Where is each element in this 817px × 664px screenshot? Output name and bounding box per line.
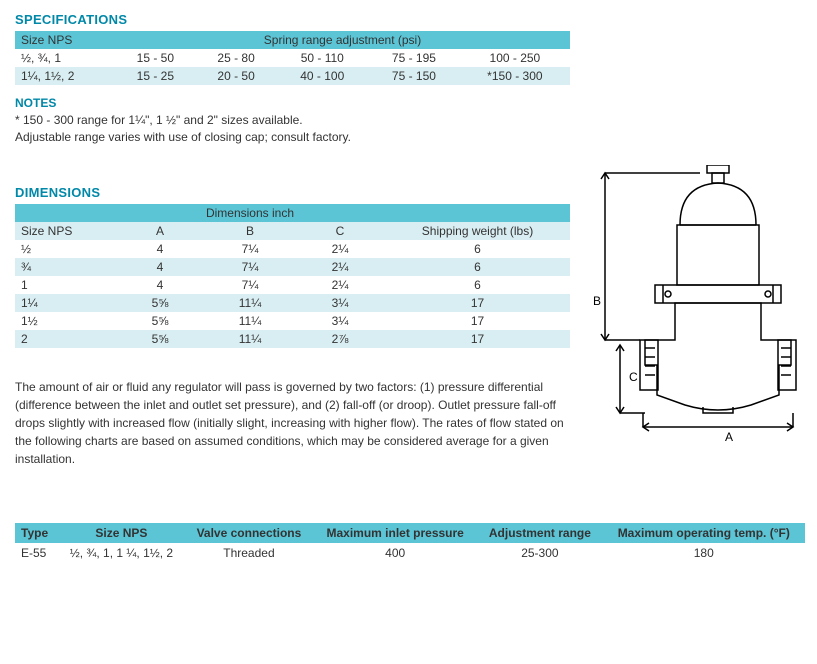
cell: 6	[385, 258, 570, 276]
cell: 1½	[15, 312, 115, 330]
cell: 25 - 80	[196, 49, 277, 67]
cell: 6	[385, 240, 570, 258]
cell: ¾	[15, 258, 115, 276]
cell: 20 - 50	[196, 67, 277, 85]
hdr-a: A	[115, 222, 205, 240]
dimensions-table: Dimensions inch Size NPS A B C Shipping …	[15, 204, 570, 348]
cell: 40 - 100	[276, 67, 368, 85]
cell: 7¼	[205, 258, 295, 276]
notes-section: NOTES * 150 - 300 range for 1¼", 1 ½" an…	[15, 95, 802, 145]
cell: 100 - 250	[460, 49, 570, 67]
cell: 17	[385, 294, 570, 312]
cell: 2	[15, 330, 115, 348]
dim-label-b: B	[593, 294, 601, 308]
cell: 15 - 25	[115, 67, 196, 85]
cell: 11¼	[205, 294, 295, 312]
blank	[15, 204, 115, 222]
cell: 75 - 150	[368, 67, 460, 85]
cell: 7¼	[205, 240, 295, 258]
regulator-diagram: B C A	[585, 165, 800, 445]
table-row: ½ 4 7¼ 2¼ 6	[15, 240, 570, 258]
dim-label-a: A	[725, 430, 733, 444]
cell: 6	[385, 276, 570, 294]
cell: 1	[15, 276, 115, 294]
hdr-dim: Dimensions inch	[115, 204, 385, 222]
cell: Threaded	[185, 543, 313, 563]
cell: 2¼	[295, 258, 385, 276]
cell: 400	[313, 543, 477, 563]
cell: 5⅝	[115, 294, 205, 312]
hdr-b: B	[205, 222, 295, 240]
note-line: * 150 - 300 range for 1¼", 1 ½" and 2" s…	[15, 112, 802, 129]
cell: 50 - 110	[276, 49, 368, 67]
hdr-size: Size NPS	[15, 222, 115, 240]
cell: 15 - 50	[115, 49, 196, 67]
table-row: 1½ 5⅝ 11¼ 3¼ 17	[15, 312, 570, 330]
col-adjust: Adjustment range	[477, 523, 602, 543]
specifications-title: SPECIFICATIONS	[15, 12, 802, 27]
cell: 25-300	[477, 543, 602, 563]
body-text: The amount of air or fluid any regulator…	[15, 378, 570, 468]
cell: 4	[115, 240, 205, 258]
cell: 3¼	[295, 294, 385, 312]
col-maxinlet: Maximum inlet pressure	[313, 523, 477, 543]
table-row: E-55 ½, ¾, 1, 1 ¼, 1½, 2 Threaded 400 25…	[15, 543, 805, 563]
notes-title: NOTES	[15, 95, 802, 112]
cell: 2¼	[295, 240, 385, 258]
cell: 1¼	[15, 294, 115, 312]
col-conn: Valve connections	[185, 523, 313, 543]
cell: 75 - 195	[368, 49, 460, 67]
table-row: ½, ¾, 1 15 - 50 25 - 80 50 - 110 75 - 19…	[15, 49, 570, 67]
cell: 2⅞	[295, 330, 385, 348]
cell: ½, ¾, 1, 1 ¼, 1½, 2	[58, 543, 185, 563]
cell: 3¼	[295, 312, 385, 330]
cell: 2¼	[295, 276, 385, 294]
note-line: Adjustable range varies with use of clos…	[15, 129, 802, 146]
cell: 4	[115, 276, 205, 294]
col-type: Type	[15, 523, 58, 543]
specifications-table: Size NPS Spring range adjustment (psi) ½…	[15, 31, 570, 85]
table-row: 2 5⅝ 11¼ 2⅞ 17	[15, 330, 570, 348]
col-maxtemp: Maximum operating temp. (°F)	[603, 523, 805, 543]
cell: 17	[385, 312, 570, 330]
table-row: ¾ 4 7¼ 2¼ 6	[15, 258, 570, 276]
cell: ½	[15, 240, 115, 258]
cell: 11¼	[205, 312, 295, 330]
cell: 5⅝	[115, 330, 205, 348]
hdr-weight: Shipping weight (lbs)	[385, 222, 570, 240]
dim-label-c: C	[629, 370, 638, 384]
cell: 180	[603, 543, 805, 563]
table-row: 1¼, 1½, 2 15 - 25 20 - 50 40 - 100 75 - …	[15, 67, 570, 85]
cell: E-55	[15, 543, 58, 563]
cell: 5⅝	[115, 312, 205, 330]
cell: 11¼	[205, 330, 295, 348]
summary-table: Type Size NPS Valve connections Maximum …	[15, 523, 805, 563]
cell: 7¼	[205, 276, 295, 294]
cell: *150 - 300	[460, 67, 570, 85]
col-spring: Spring range adjustment (psi)	[115, 31, 570, 49]
cell: 17	[385, 330, 570, 348]
table-row: 1 4 7¼ 2¼ 6	[15, 276, 570, 294]
blank	[385, 204, 570, 222]
col-size: Size NPS	[58, 523, 185, 543]
cell: 4	[115, 258, 205, 276]
hdr-c: C	[295, 222, 385, 240]
cell: ½, ¾, 1	[15, 49, 115, 67]
cell: 1¼, 1½, 2	[15, 67, 115, 85]
col-size: Size NPS	[15, 31, 115, 49]
table-row: 1¼ 5⅝ 11¼ 3¼ 17	[15, 294, 570, 312]
